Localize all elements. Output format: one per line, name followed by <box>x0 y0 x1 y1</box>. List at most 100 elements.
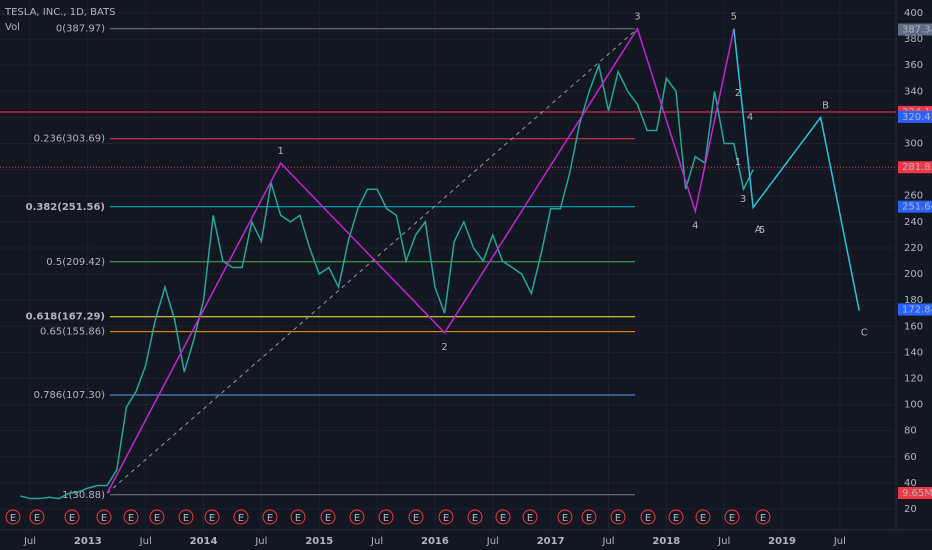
earnings-marker <box>581 509 597 525</box>
price-label: 251.64 <box>902 202 932 213</box>
earnings-marker <box>5 509 21 525</box>
fib-level-label: 0(387.97) <box>56 24 105 35</box>
fib-level-label: 0.236(303.69) <box>34 134 106 145</box>
wave-label: 5 <box>731 12 737 23</box>
earnings-marker <box>610 509 626 525</box>
y-tick-label: 360 <box>904 60 923 71</box>
wave-label: 2 <box>441 342 447 353</box>
price-label-box <box>898 110 932 123</box>
wave-label: A <box>755 224 762 235</box>
earnings-marker <box>96 509 112 525</box>
price-label-box <box>898 303 932 316</box>
earnings-label: E <box>700 513 706 524</box>
price-label-box <box>898 161 932 174</box>
price-label: 281.83 <box>902 162 932 173</box>
subwave-label: 3 <box>740 194 746 205</box>
earnings-label: E <box>527 513 533 524</box>
grid <box>0 0 896 530</box>
fib-level-label: 0.5(209.42) <box>46 257 105 268</box>
y-tick-label: 200 <box>904 269 923 280</box>
earnings-marker <box>408 509 424 525</box>
earnings-marker <box>290 509 306 525</box>
x-tick-label: Jul <box>254 536 267 547</box>
y-tick-label: 140 <box>904 347 923 358</box>
x-tick-label: 2017 <box>537 536 565 547</box>
y-tick-label: 160 <box>904 321 923 332</box>
earnings-marker <box>178 509 194 525</box>
x-tick-label: Jul <box>601 536 614 547</box>
volume-label-box <box>898 487 932 499</box>
earnings-marker <box>724 509 740 525</box>
y-tick-label: 80 <box>904 426 917 437</box>
subwave-label: 2 <box>735 88 741 99</box>
earnings-label: E <box>443 513 449 524</box>
earnings-marker <box>262 509 278 525</box>
earnings-marker <box>695 509 711 525</box>
earnings-marker <box>755 509 771 525</box>
x-tick-label: Jul <box>370 536 383 547</box>
earnings-label: E <box>615 513 621 524</box>
y-tick-label: 260 <box>904 191 923 202</box>
earnings-label: E <box>101 513 107 524</box>
volume-label: 9.65M <box>902 488 932 499</box>
fib-level-label: 1(30.88) <box>62 490 105 501</box>
subwave-label: 1 <box>735 157 741 168</box>
wave-label: 1 <box>277 146 283 157</box>
earnings-marker <box>29 509 45 525</box>
y-tick-label: 120 <box>904 373 923 384</box>
earnings-marker <box>204 509 220 525</box>
y-tick-label: 60 <box>904 452 917 463</box>
price-label: 387.34 <box>902 25 932 36</box>
price-label-box <box>898 200 932 213</box>
earnings-marker <box>438 509 454 525</box>
price-label-box <box>898 23 932 36</box>
earnings-label: E <box>10 513 16 524</box>
earnings-label: E <box>500 513 506 524</box>
x-tick-label: 2019 <box>768 536 796 547</box>
price-label: 172.84 <box>902 305 932 316</box>
earnings-label: E <box>562 513 568 524</box>
wave-label: 3 <box>634 12 640 23</box>
wave-label: 4 <box>692 220 698 231</box>
earnings-label: E <box>34 513 40 524</box>
chart-title: TESLA, INC., 1D, BATS <box>4 7 116 18</box>
earnings-marker <box>123 509 139 525</box>
y-tick-label: 220 <box>904 243 923 254</box>
wave-line <box>733 28 860 311</box>
earnings-label: E <box>760 513 766 524</box>
x-tick-label: Jul <box>23 536 36 547</box>
earnings-label: E <box>128 513 134 524</box>
y-tick-label: 240 <box>904 217 923 228</box>
y-tick-label: 340 <box>904 86 923 97</box>
earnings-label: E <box>729 513 735 524</box>
fib-level-label: 0.786(107.30) <box>34 390 106 401</box>
earnings-marker <box>233 509 249 525</box>
wave-label: C <box>861 328 868 339</box>
price-line <box>20 62 754 500</box>
x-tick-label: 2015 <box>305 536 333 547</box>
y-tick-label: 180 <box>904 295 923 306</box>
earnings-label: E <box>354 513 360 524</box>
wave-label: B <box>822 100 829 111</box>
fib-level-label: 0.382(251.56) <box>26 202 105 213</box>
y-tick-label: 380 <box>904 34 923 45</box>
x-tick-label: Jul <box>833 536 846 547</box>
x-tick-label: 2014 <box>190 536 218 547</box>
earnings-marker <box>640 509 656 525</box>
earnings-label: E <box>154 513 160 524</box>
earnings-label: E <box>472 513 478 524</box>
earnings-label: E <box>69 513 75 524</box>
earnings-label: E <box>295 513 301 524</box>
y-tick-label: 20 <box>904 504 917 515</box>
x-tick-label: 2016 <box>421 536 449 547</box>
trend-line <box>106 28 638 494</box>
volume-legend: Vol <box>5 22 20 33</box>
earnings-marker <box>378 509 394 525</box>
earnings-marker <box>64 509 80 525</box>
earnings-label: E <box>586 513 592 524</box>
earnings-label: E <box>209 513 215 524</box>
fib-level-label: 0.65(155.86) <box>40 327 105 338</box>
subwave-label: 4 <box>747 112 753 123</box>
x-tick-label: Jul <box>139 536 152 547</box>
